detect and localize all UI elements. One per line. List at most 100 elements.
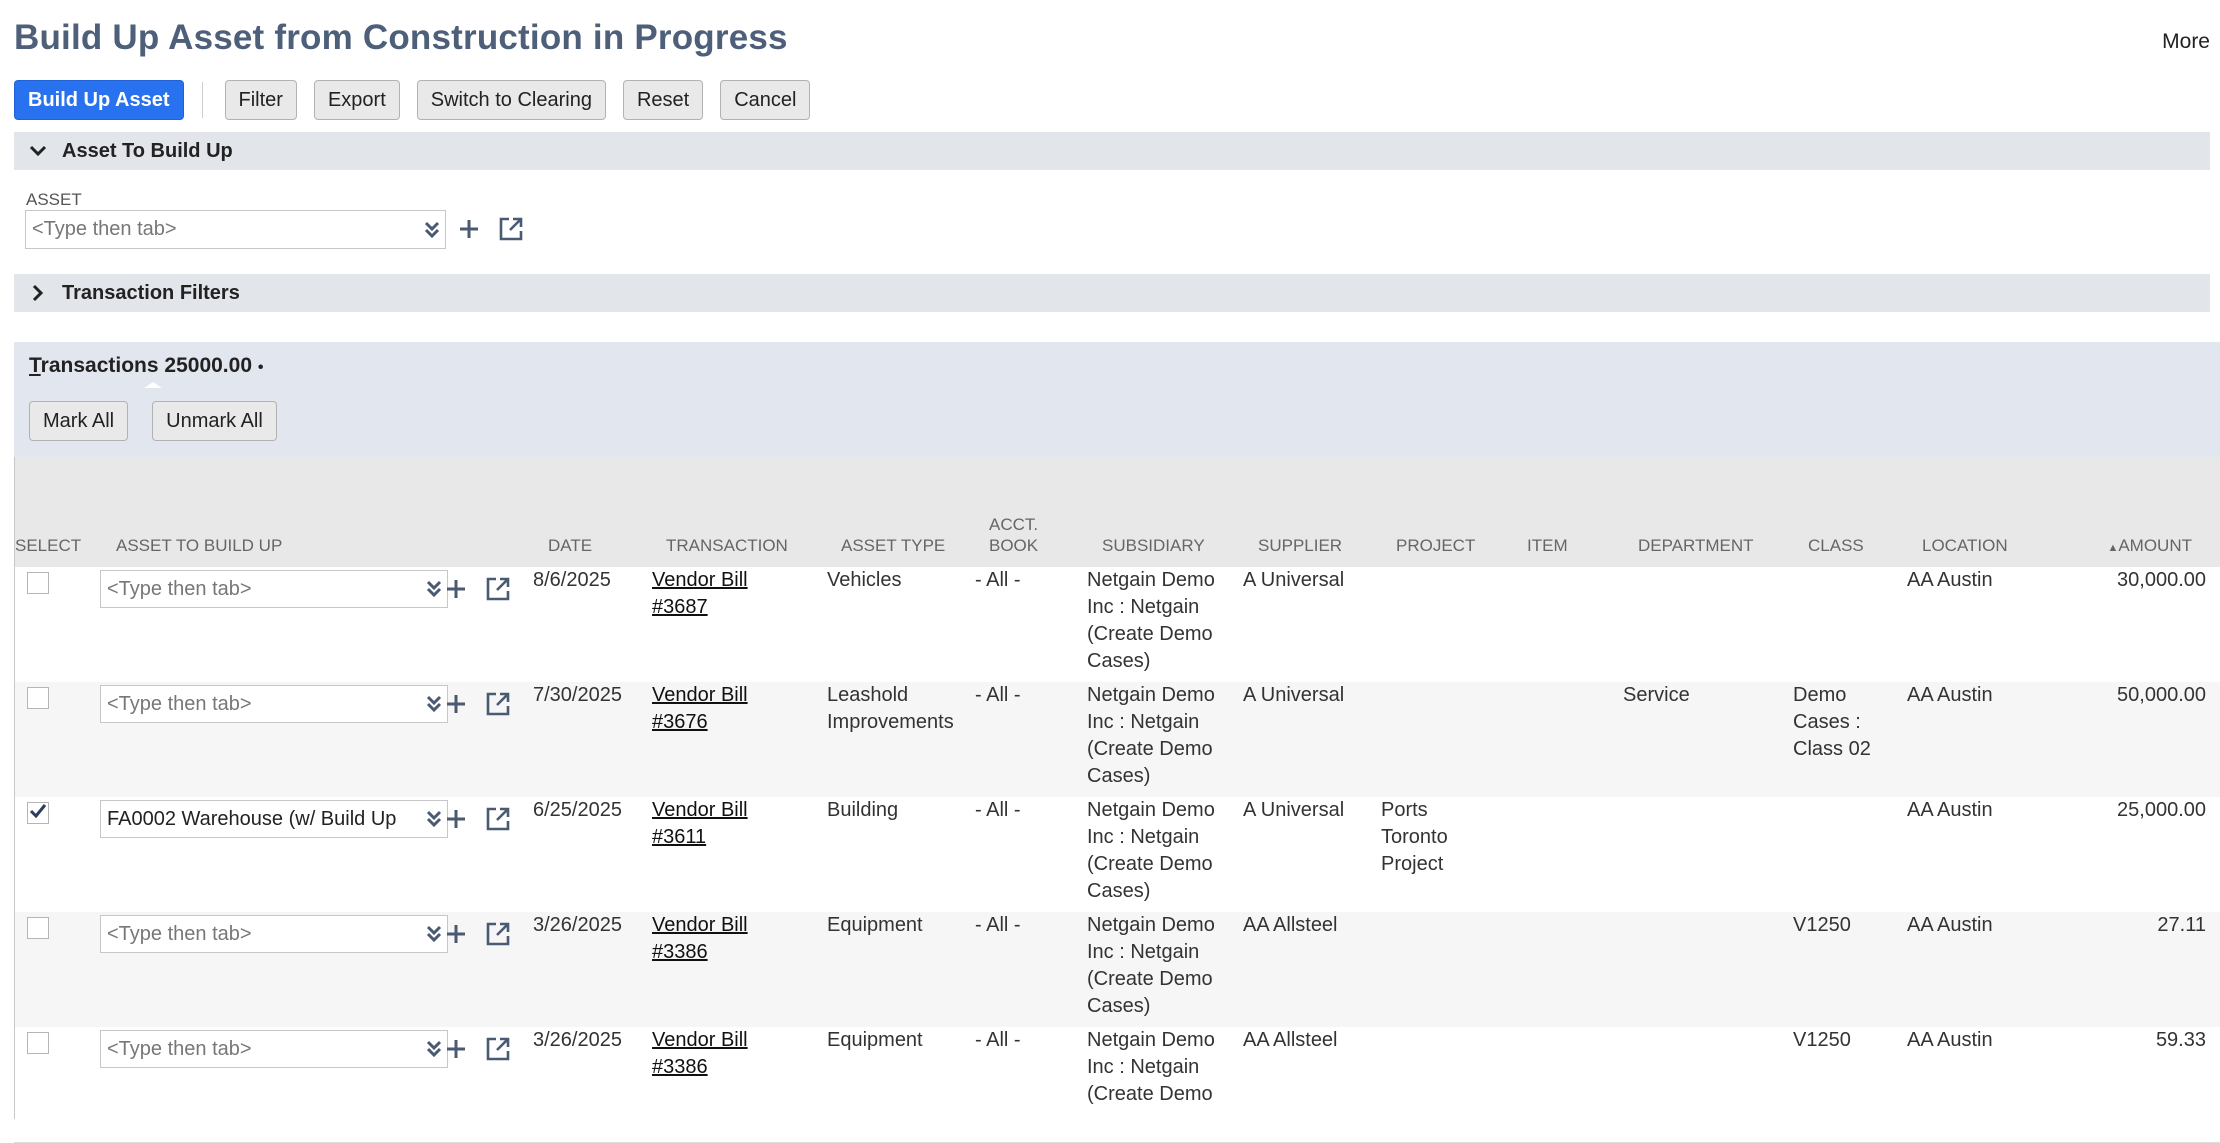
row-asset-select[interactable]: FA0002 Warehouse (w/ Build Up: [100, 800, 448, 838]
plus-icon[interactable]: [442, 805, 470, 833]
double-chevron-down-icon[interactable]: [421, 1031, 447, 1067]
select-checkbox[interactable]: [27, 572, 49, 594]
col-project[interactable]: PROJECT: [1396, 536, 1476, 555]
cell-date: 7/30/2025: [533, 684, 622, 706]
subsidiary-line: Inc : Netgain: [1087, 826, 1200, 848]
transaction-link[interactable]: Vendor Bill #3386: [652, 912, 748, 966]
transaction-link-line: #3676: [652, 711, 708, 733]
cell-class: V1250: [1793, 1027, 1851, 1054]
subsidiary-line: (Create Demo: [1087, 738, 1213, 760]
col-amount[interactable]: ▲AMOUNT: [2107, 535, 2192, 559]
unmark-all-button[interactable]: Unmark All: [152, 401, 277, 441]
col-asset-to-build-up[interactable]: ASSET TO BUILD UP: [116, 536, 283, 555]
cell-subsidiary: Netgain Demo Inc : Netgain (Create Demo: [1087, 1027, 1215, 1108]
cell-asset-type: Vehicles: [827, 567, 902, 594]
build-up-asset-button[interactable]: Build Up Asset: [14, 80, 184, 120]
table-row: <Type then tab> 3/26/2025 Vendor Bill #33…: [14, 912, 2220, 1028]
external-link-icon[interactable]: [484, 1035, 512, 1063]
transaction-filters-section-header[interactable]: Transaction Filters: [14, 274, 2210, 312]
export-button[interactable]: Export: [313, 80, 400, 120]
col-location[interactable]: LOCATION: [1922, 536, 2008, 555]
transaction-link[interactable]: Vendor Bill #3611: [652, 797, 748, 851]
transaction-link-line: #3611: [652, 826, 707, 848]
table-row: <Type then tab> 3/26/2025 Vendor Bill #33…: [14, 1027, 2220, 1143]
col-date[interactable]: DATE: [548, 536, 593, 555]
subsidiary-line: Cases): [1087, 995, 1151, 1017]
col-class[interactable]: CLASS: [1808, 536, 1864, 555]
filter-button[interactable]: Filter: [224, 80, 297, 120]
external-link-icon[interactable]: [484, 805, 512, 833]
external-link-icon[interactable]: [484, 575, 512, 603]
double-chevron-down-icon[interactable]: [421, 916, 447, 952]
row-asset-select[interactable]: <Type then tab>: [100, 570, 448, 608]
col-acct-book[interactable]: ACCT. BOOK: [989, 514, 1038, 556]
cell-acct-book: - All -: [975, 569, 1021, 591]
cell-date: 3/26/2025: [533, 1029, 622, 1051]
plus-icon[interactable]: [442, 920, 470, 948]
col-supplier[interactable]: SUPPLIER: [1258, 536, 1343, 555]
row-asset-select[interactable]: <Type then tab>: [100, 1030, 448, 1068]
transaction-link[interactable]: Vendor Bill #3687: [652, 567, 748, 621]
reset-button[interactable]: Reset: [622, 80, 704, 120]
cell-asset-type: Equipment: [827, 912, 923, 939]
col-select[interactable]: SELECT: [15, 536, 82, 555]
asset-select[interactable]: <Type then tab>: [25, 210, 446, 249]
cell-asset-type: Leashold Improvements: [827, 682, 954, 736]
plus-icon[interactable]: [442, 575, 470, 603]
cell-acct-book: - All -: [975, 684, 1021, 706]
cell-location: AA Austin: [1907, 799, 1993, 821]
select-checkbox[interactable]: [27, 917, 49, 939]
double-chevron-down-icon[interactable]: [421, 686, 447, 722]
plus-icon[interactable]: [442, 690, 470, 718]
cell-class: V1250: [1793, 912, 1851, 939]
external-link-icon[interactable]: [484, 690, 512, 718]
row-asset-select[interactable]: <Type then tab>: [100, 685, 448, 723]
transaction-link[interactable]: Vendor Bill #3676: [652, 682, 748, 736]
transaction-link[interactable]: Vendor Bill #3386: [652, 1027, 748, 1081]
subsidiary-line: Inc : Netgain: [1087, 596, 1200, 618]
toolbar: Build Up Asset Filter Export Switch to C…: [14, 79, 827, 121]
double-chevron-down-icon[interactable]: [421, 801, 447, 837]
select-checkbox[interactable]: [27, 687, 49, 709]
asset-to-build-up-section-header[interactable]: Asset To Build Up: [14, 132, 2210, 170]
mark-all-button[interactable]: Mark All: [29, 401, 129, 441]
asset-select-value: <Type then tab>: [32, 218, 177, 240]
double-chevron-down-icon[interactable]: [419, 211, 445, 248]
class-line: Cases :: [1793, 711, 1861, 733]
tab-indicator: [144, 382, 162, 388]
row-asset-select[interactable]: <Type then tab>: [100, 915, 448, 953]
row-asset-value: <Type then tab>: [107, 692, 252, 715]
checkmark-icon: [29, 803, 47, 824]
transactions-tab-accesskey: T: [29, 354, 41, 377]
transactions-tab[interactable]: Transactions 25000.00 •: [29, 354, 263, 378]
col-asset-type[interactable]: ASSET TYPE: [841, 536, 946, 555]
transaction-link-line: #3386: [652, 1056, 708, 1078]
col-item[interactable]: ITEM: [1527, 536, 1568, 555]
asset-type-line: Vehicles: [827, 569, 902, 591]
cell-acct-book: - All -: [975, 799, 1021, 821]
subsidiary-line: Netgain Demo: [1087, 799, 1215, 821]
col-subsidiary[interactable]: SUBSIDIARY: [1102, 536, 1205, 555]
col-transaction[interactable]: TRANSACTION: [666, 536, 788, 555]
plus-icon[interactable]: [455, 215, 483, 243]
cancel-button[interactable]: Cancel: [720, 80, 811, 120]
select-checkbox[interactable]: [27, 1032, 49, 1054]
cell-subsidiary: Netgain Demo Inc : Netgain (Create Demo Cas…: [1087, 682, 1215, 790]
transaction-link-line: Vendor Bill: [652, 569, 748, 591]
external-link-icon[interactable]: [497, 215, 525, 243]
cell-subsidiary: Netgain Demo Inc : Netgain (Create Demo Cas…: [1087, 797, 1215, 905]
select-checkbox[interactable]: [27, 802, 49, 824]
subsidiary-line: Cases): [1087, 765, 1151, 787]
cell-class: Demo Cases : Class 02: [1793, 682, 1871, 763]
transaction-link-line: Vendor Bill: [652, 1029, 748, 1051]
cell-date: 8/6/2025: [533, 569, 611, 591]
more-menu[interactable]: More: [2162, 30, 2210, 53]
double-chevron-down-icon[interactable]: [421, 571, 447, 607]
cell-acct-book: - All -: [975, 1029, 1021, 1051]
external-link-icon[interactable]: [484, 920, 512, 948]
row-asset-value: <Type then tab>: [107, 1037, 252, 1060]
plus-icon[interactable]: [442, 1035, 470, 1063]
col-department[interactable]: DEPARTMENT: [1638, 536, 1754, 555]
switch-to-clearing-button[interactable]: Switch to Clearing: [416, 80, 606, 120]
cell-amount: 59.33: [2155, 1029, 2206, 1051]
